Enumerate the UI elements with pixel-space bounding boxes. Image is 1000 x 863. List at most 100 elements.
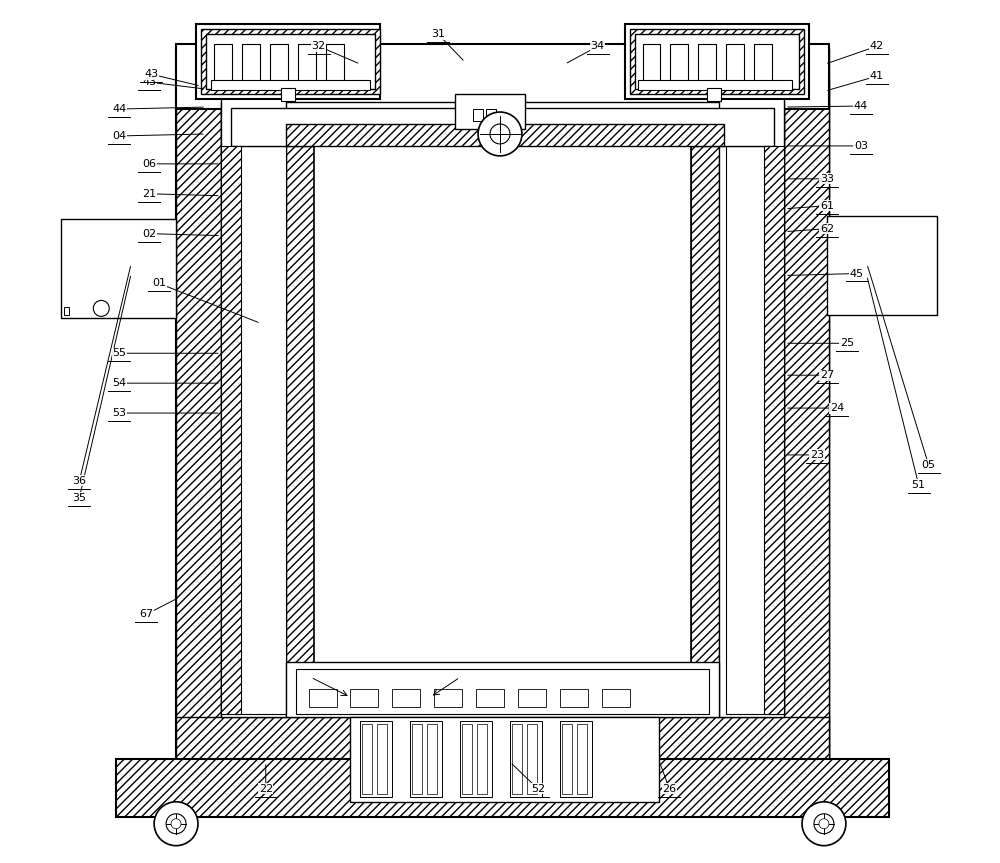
Bar <box>560 721 592 797</box>
Bar <box>412 724 422 794</box>
Text: 06: 06 <box>142 159 156 169</box>
Text: 43: 43 <box>144 69 158 79</box>
Text: 25: 25 <box>840 338 854 349</box>
Circle shape <box>166 814 186 834</box>
Text: 04: 04 <box>112 131 126 141</box>
Text: 61: 61 <box>820 201 834 211</box>
Bar <box>176 717 829 762</box>
Bar <box>726 44 744 82</box>
Bar <box>176 49 829 104</box>
Bar <box>560 690 588 707</box>
Bar <box>176 79 221 762</box>
Bar <box>326 44 344 82</box>
Bar <box>201 29 380 94</box>
Bar <box>214 44 232 82</box>
Text: 22: 22 <box>259 784 273 794</box>
Bar <box>427 724 437 794</box>
Text: 05: 05 <box>922 460 936 469</box>
Bar <box>518 690 546 707</box>
Text: 23: 23 <box>810 450 824 460</box>
Text: 26: 26 <box>662 784 677 794</box>
Circle shape <box>802 802 846 846</box>
Bar <box>719 94 784 717</box>
Bar <box>362 724 372 794</box>
Text: 62: 62 <box>820 224 834 234</box>
Text: 03: 03 <box>854 141 868 151</box>
Bar <box>512 724 522 794</box>
Text: 36: 36 <box>72 476 86 486</box>
Text: 43: 43 <box>142 77 156 87</box>
Bar <box>360 721 392 797</box>
Bar <box>286 136 314 714</box>
Bar <box>221 146 241 714</box>
Bar <box>602 690 630 707</box>
Bar <box>764 146 784 714</box>
Text: 01: 01 <box>152 279 166 288</box>
Bar <box>233 146 286 714</box>
Text: 67: 67 <box>139 609 153 620</box>
Bar <box>176 104 221 762</box>
Text: 21: 21 <box>142 189 156 198</box>
Bar <box>460 721 492 797</box>
Bar <box>116 762 889 816</box>
Text: 55: 55 <box>112 349 126 358</box>
Bar <box>410 721 442 797</box>
Text: 27: 27 <box>820 370 834 381</box>
Text: 24: 24 <box>830 403 844 413</box>
Bar <box>309 690 337 707</box>
Bar <box>116 759 889 816</box>
Bar <box>221 102 784 154</box>
Text: 44: 44 <box>112 104 126 114</box>
Bar <box>270 44 288 82</box>
Circle shape <box>478 112 522 156</box>
Bar <box>176 49 829 762</box>
Bar <box>527 724 537 794</box>
Bar <box>298 44 316 82</box>
Bar <box>281 88 295 101</box>
Circle shape <box>171 819 181 828</box>
Bar <box>726 146 779 714</box>
Text: 32: 32 <box>312 41 326 51</box>
Text: 33: 33 <box>820 173 834 184</box>
Bar <box>176 49 829 104</box>
Bar <box>630 29 804 94</box>
Bar <box>707 88 721 101</box>
Bar <box>625 24 809 99</box>
Circle shape <box>490 124 510 144</box>
Bar <box>455 94 525 129</box>
Bar <box>61 218 176 318</box>
Bar <box>635 35 799 89</box>
Circle shape <box>814 814 834 834</box>
Bar <box>476 690 504 707</box>
Text: 34: 34 <box>591 41 605 51</box>
Bar <box>242 44 260 82</box>
Text: 42: 42 <box>870 41 884 51</box>
Bar <box>350 690 378 707</box>
Bar <box>176 49 829 104</box>
Bar <box>510 721 542 797</box>
Bar <box>296 669 709 714</box>
Bar <box>462 724 472 794</box>
Bar <box>314 144 691 714</box>
Bar <box>176 49 829 104</box>
Bar <box>670 44 688 82</box>
Bar <box>221 94 286 717</box>
Bar <box>434 690 462 707</box>
Bar <box>286 662 719 717</box>
Text: 45: 45 <box>850 268 864 279</box>
Bar <box>698 44 716 82</box>
Text: 35: 35 <box>72 493 86 503</box>
Text: 41: 41 <box>870 71 884 81</box>
Bar <box>206 35 375 89</box>
Bar <box>643 44 660 82</box>
Bar <box>392 690 420 707</box>
Circle shape <box>154 802 198 846</box>
Bar <box>286 124 724 146</box>
Bar <box>350 717 659 802</box>
Bar <box>638 80 792 90</box>
Text: 31: 31 <box>431 29 445 40</box>
Bar <box>719 156 739 714</box>
Bar <box>64 307 69 315</box>
Bar <box>477 724 487 794</box>
Circle shape <box>819 819 829 828</box>
